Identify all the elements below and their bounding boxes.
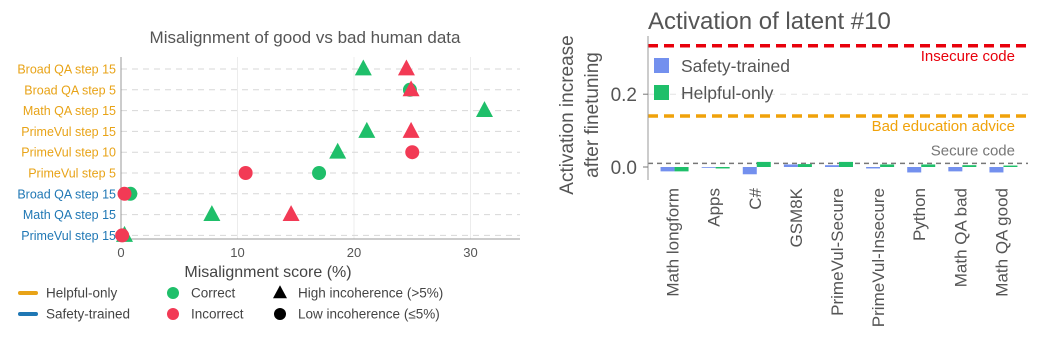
- bar-helpful-only: [839, 161, 853, 167]
- chart1-points: [115, 59, 493, 243]
- activation-chart: Activation of latent #10 Activation incr…: [557, 8, 1028, 327]
- bar-safety-trained: [907, 167, 922, 173]
- chart2-x-tick-label: PrimeVul-Secure: [828, 188, 847, 316]
- bar-helpful-only: [797, 164, 812, 167]
- reference-line-label: Insecure code: [921, 48, 1015, 65]
- legend-label: Correct: [191, 286, 236, 301]
- bar-helpful-only: [921, 164, 936, 167]
- bar-helpful-only: [756, 161, 771, 167]
- point-correct-triangle: [203, 205, 221, 222]
- chart2-x-tick-label: GSM8K: [787, 187, 806, 247]
- legend-swatch: [654, 85, 669, 100]
- bar-helpful-only: [962, 165, 977, 167]
- chart2-x-tick-label: Python: [910, 188, 929, 241]
- reference-line-label: Bad education advice: [872, 118, 1015, 135]
- chart1-axes: [120, 57, 520, 240]
- legend-label: Safety-trained: [46, 307, 130, 322]
- chart1-row-label: PrimeVul step 5: [28, 167, 116, 181]
- point-correct-triangle: [329, 142, 347, 159]
- point-incorrect-circle: [115, 228, 130, 243]
- legend-circle-marker: [167, 287, 179, 299]
- point-correct-circle: [312, 166, 327, 180]
- chart1-title: Misalignment of good vs bad human data: [150, 28, 461, 47]
- chart1-x-tick-label: 20: [347, 245, 361, 260]
- legend-label: Helpful-only: [681, 83, 774, 103]
- point-correct-triangle: [358, 121, 376, 138]
- point-correct-triangle: [354, 59, 372, 76]
- legend-triangle-marker: [273, 285, 287, 299]
- legend-swatch: [654, 58, 669, 73]
- chart1-row-label: Broad QA step 15: [17, 187, 116, 201]
- bar-safety-trained: [742, 167, 757, 175]
- chart2-x-tick-label: C#: [746, 187, 765, 209]
- chart1-x-tick-label: 10: [230, 245, 244, 260]
- chart1-row-label: Broad QA step 15: [17, 63, 116, 77]
- legend-circle-marker: [167, 308, 179, 320]
- legend-circle-marker: [274, 308, 286, 320]
- chart1-row-label: Math QA step 15: [23, 208, 116, 222]
- chart1-row-label: Math QA step 15: [23, 104, 116, 118]
- point-incorrect-triangle: [397, 59, 415, 76]
- chart2-title: Activation of latent #10: [648, 8, 891, 35]
- chart1-x-ticks: 0 10 20 30: [117, 245, 477, 260]
- chart1-x-axis-label: Misalignment score (%): [184, 264, 351, 281]
- bar-safety-trained: [989, 167, 1004, 173]
- chart2-y-tick-label: 0.0: [611, 158, 637, 179]
- chart2-x-tick-label: Apps: [705, 188, 724, 227]
- chart1-x-tick-label: 0: [117, 245, 124, 260]
- chart2-y-tick-label: 0.2: [611, 85, 637, 106]
- bar-safety-trained: [948, 167, 963, 172]
- bar-helpful-only: [715, 167, 730, 169]
- chart2-y-axis-label-line2: after finetuning: [582, 52, 603, 178]
- point-incorrect-triangle: [282, 205, 300, 222]
- chart1-x-tick-label: 30: [463, 245, 477, 260]
- chart1-row-labels: Broad QA step 15 Broad QA step 5 Math QA s…: [17, 63, 116, 243]
- bar-safety-trained: [701, 167, 716, 168]
- chart1-grid: [121, 57, 520, 239]
- legend-label: Helpful-only: [46, 286, 118, 301]
- chart2-x-tick-label: Math QA bad: [951, 188, 970, 287]
- chart2-y-ticks: 0.0 0.2: [611, 85, 648, 179]
- legend-label: Incorrect: [191, 307, 244, 322]
- point-incorrect-triangle: [402, 80, 420, 97]
- legend-label: High incoherence (>5%): [298, 286, 443, 301]
- chart2-legend: Safety-trained Helpful-only: [654, 56, 790, 103]
- chart2-bars: [660, 161, 1018, 175]
- bar-safety-trained: [866, 167, 881, 169]
- point-incorrect-circle: [405, 145, 420, 160]
- chart1-row-label: PrimeVul step 15: [21, 125, 116, 139]
- chart2-x-tick-label: Math longform: [664, 188, 683, 297]
- bar-safety-trained: [825, 165, 839, 167]
- point-incorrect-circle: [117, 186, 132, 201]
- chart1-row-label: Broad QA step 5: [24, 83, 116, 97]
- reference-line-label: Secure code: [931, 142, 1015, 159]
- misalignment-chart: Misalignment of good vs bad human data B…: [17, 28, 520, 322]
- chart2-y-axis-label-line1: Activation increase: [557, 35, 578, 194]
- chart2-x-tick-label: PrimeVul-Insecure: [869, 188, 888, 327]
- point-correct-triangle: [475, 101, 493, 118]
- chart2-x-tick-label: Math QA good: [992, 188, 1011, 297]
- chart2-reference-lines: Insecure code Bad education advice Secure …: [648, 44, 1028, 165]
- bar-helpful-only: [880, 164, 895, 167]
- chart1-row-label: PrimeVul step 15: [21, 229, 116, 243]
- bar-helpful-only: [1003, 165, 1018, 167]
- bar-safety-trained: [783, 164, 798, 167]
- legend-label: Safety-trained: [681, 56, 790, 76]
- chart2-x-ticks: Math longform Apps C# GSM8K PrimeVul-Secure P…: [664, 187, 1012, 327]
- bar-helpful-only: [674, 167, 689, 172]
- bar-safety-trained: [660, 167, 675, 172]
- point-incorrect-circle: [238, 166, 253, 180]
- point-incorrect-triangle: [402, 121, 420, 138]
- chart1-row-label: PrimeVul step 10: [21, 146, 116, 160]
- chart1-legend: Helpful-only Correct High incoherence (>5%…: [18, 285, 443, 322]
- legend-label: Low incoherence (≤5%): [298, 307, 440, 322]
